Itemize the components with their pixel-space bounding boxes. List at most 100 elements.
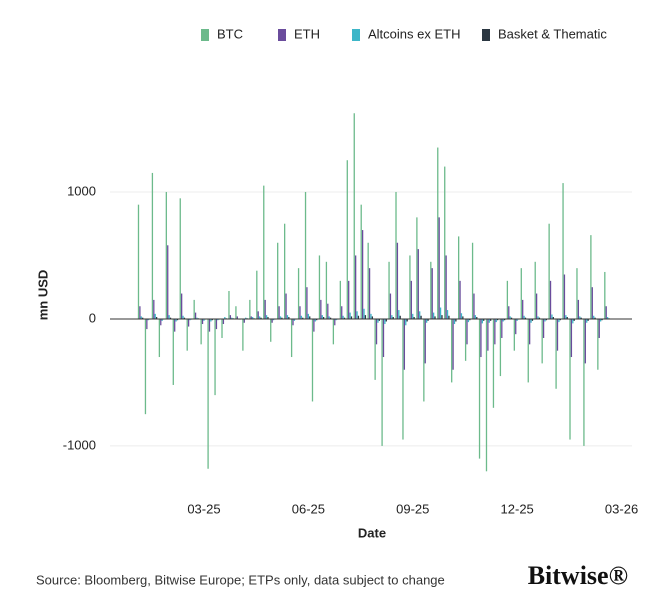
bar bbox=[481, 318, 483, 324]
bar bbox=[350, 316, 353, 319]
bar bbox=[566, 317, 568, 319]
bar bbox=[189, 318, 191, 321]
bar bbox=[260, 317, 262, 319]
bar bbox=[381, 318, 383, 446]
bar bbox=[257, 311, 259, 319]
bar bbox=[385, 318, 387, 322]
bar bbox=[591, 287, 593, 319]
bar bbox=[363, 308, 365, 319]
bar bbox=[497, 318, 499, 321]
source-note: Source: Bloomberg, Bitwise Europe; ETPs … bbox=[36, 572, 445, 587]
bar bbox=[147, 318, 149, 321]
bar bbox=[395, 191, 397, 319]
bar bbox=[537, 316, 539, 319]
bar bbox=[538, 317, 541, 319]
bar bbox=[285, 293, 287, 319]
bar bbox=[228, 291, 230, 319]
bar bbox=[558, 318, 560, 323]
bar bbox=[391, 315, 393, 319]
bar bbox=[459, 280, 461, 319]
bar bbox=[431, 268, 433, 319]
bar bbox=[151, 172, 154, 319]
bar bbox=[288, 317, 290, 319]
bar bbox=[605, 306, 607, 319]
bar bbox=[211, 318, 213, 321]
bar bbox=[438, 217, 440, 319]
bar bbox=[314, 318, 316, 322]
bar bbox=[355, 255, 357, 319]
bar bbox=[473, 293, 475, 319]
bar bbox=[388, 261, 390, 319]
bar bbox=[155, 317, 158, 319]
bar bbox=[179, 198, 181, 319]
bar bbox=[323, 317, 325, 319]
bar bbox=[531, 318, 534, 321]
bar bbox=[495, 318, 497, 323]
bar bbox=[437, 147, 439, 319]
bar bbox=[302, 317, 304, 319]
bar bbox=[311, 318, 314, 402]
bar bbox=[451, 318, 453, 383]
bar bbox=[167, 245, 169, 319]
bar bbox=[250, 316, 252, 319]
bar bbox=[321, 315, 323, 319]
bar bbox=[193, 299, 195, 319]
bar bbox=[222, 318, 225, 325]
bar bbox=[182, 315, 184, 319]
y-tick-label: -1000 bbox=[63, 437, 96, 452]
bar bbox=[299, 306, 301, 319]
bar bbox=[153, 299, 155, 319]
bar bbox=[556, 318, 559, 351]
bar bbox=[221, 318, 223, 338]
bar bbox=[368, 268, 371, 319]
y-tick-label: 0 bbox=[89, 310, 96, 325]
bar bbox=[412, 313, 414, 319]
bar bbox=[165, 191, 167, 319]
bar bbox=[187, 318, 190, 327]
bar bbox=[382, 318, 385, 358]
bar bbox=[513, 318, 515, 351]
bar bbox=[329, 317, 332, 319]
bar bbox=[297, 268, 300, 319]
bar bbox=[516, 318, 518, 321]
bar bbox=[587, 318, 589, 321]
bar bbox=[172, 318, 174, 385]
bar bbox=[224, 317, 226, 319]
bar bbox=[272, 318, 275, 321]
bar bbox=[137, 204, 140, 319]
bar bbox=[527, 318, 529, 383]
bar bbox=[208, 318, 211, 332]
bar bbox=[430, 261, 432, 319]
bar bbox=[349, 312, 351, 319]
bar bbox=[439, 307, 442, 319]
bar bbox=[523, 315, 525, 319]
bar bbox=[371, 316, 374, 319]
bar bbox=[601, 318, 603, 321]
bar bbox=[264, 299, 266, 319]
bar bbox=[501, 318, 503, 338]
bar bbox=[140, 316, 142, 319]
bar bbox=[406, 318, 408, 322]
bar bbox=[524, 317, 527, 319]
bar bbox=[320, 299, 322, 319]
bar bbox=[392, 317, 394, 319]
bar bbox=[175, 318, 177, 322]
bar bbox=[534, 261, 536, 319]
bar bbox=[499, 318, 502, 377]
legend-label: Basket & Thematic bbox=[498, 26, 607, 41]
bar bbox=[583, 318, 585, 446]
bar bbox=[478, 318, 481, 459]
bar bbox=[572, 318, 574, 324]
bar bbox=[384, 318, 386, 325]
bar bbox=[249, 299, 251, 319]
bar bbox=[563, 274, 566, 319]
bar bbox=[341, 306, 343, 319]
bar bbox=[281, 317, 283, 319]
bar bbox=[590, 235, 592, 319]
bar bbox=[551, 314, 553, 319]
legend-swatch bbox=[278, 29, 286, 41]
bar bbox=[160, 318, 162, 326]
bar bbox=[263, 185, 265, 319]
bar bbox=[252, 317, 254, 319]
